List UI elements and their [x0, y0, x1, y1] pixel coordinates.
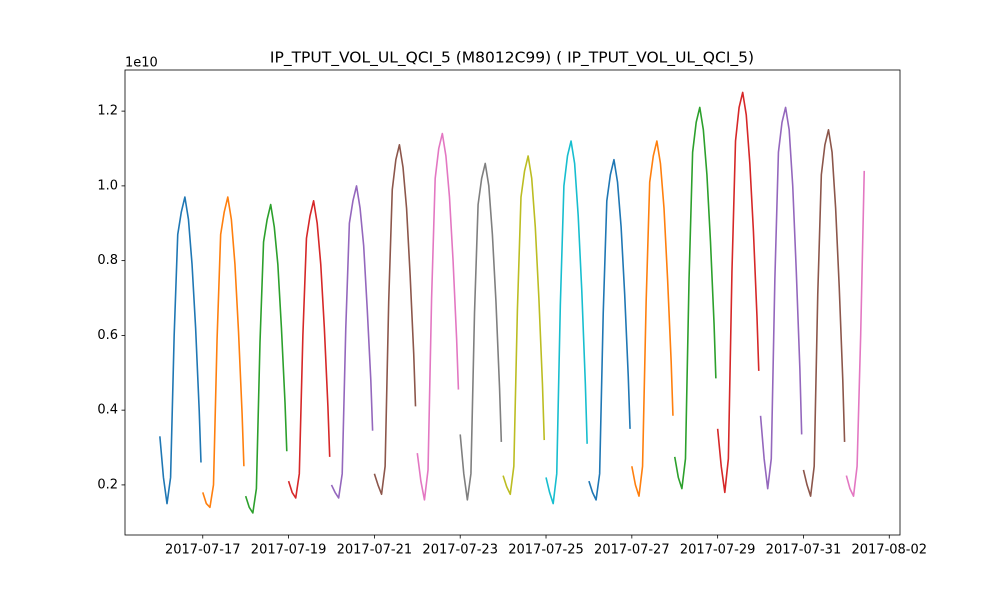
- series-line: [202, 196, 245, 509]
- series-line: [416, 132, 460, 501]
- series-line: [244, 203, 288, 514]
- y-tick-label: 1.0: [97, 178, 118, 193]
- x-tick-label: 2017-07-31: [766, 543, 842, 558]
- y-offset-label: 1e10: [125, 56, 158, 71]
- series-line: [545, 140, 588, 505]
- series-line: [802, 129, 846, 497]
- y-tick-label: 0.4: [97, 403, 118, 418]
- x-tick-label: 2017-07-29: [680, 543, 756, 558]
- series-line: [373, 143, 417, 496]
- x-tick-label: 2017-07-27: [594, 543, 670, 558]
- y-tick-label: 0.6: [97, 328, 118, 343]
- series-line: [459, 162, 503, 501]
- series-line: [330, 185, 374, 499]
- x-tick-label: 2017-08-02: [851, 543, 927, 558]
- y-tick-label: 0.8: [97, 253, 118, 268]
- x-tick-label: 2017-07-19: [251, 543, 327, 558]
- x-tick-label: 2017-07-23: [422, 543, 498, 558]
- series-line: [588, 158, 631, 501]
- x-tick-label: 2017-07-17: [165, 543, 241, 558]
- plot-frame: [124, 69, 901, 536]
- x-tick-label: 2017-07-25: [508, 543, 584, 558]
- chart-title: IP_TPUT_VOL_UL_QCI_5 (M8012C99) ( IP_TPU…: [270, 49, 754, 68]
- series-line: [159, 196, 202, 505]
- series-line: [845, 170, 866, 497]
- series-line: [716, 91, 760, 494]
- series-line: [502, 155, 546, 496]
- x-tick-label: 2017-07-21: [337, 543, 413, 558]
- series-line: [673, 106, 717, 490]
- series-line: [759, 106, 803, 490]
- series-line: [287, 200, 331, 499]
- y-tick-label: 1.2: [97, 104, 118, 119]
- series-line: [631, 140, 674, 497]
- y-tick-label: 0.2: [97, 477, 118, 492]
